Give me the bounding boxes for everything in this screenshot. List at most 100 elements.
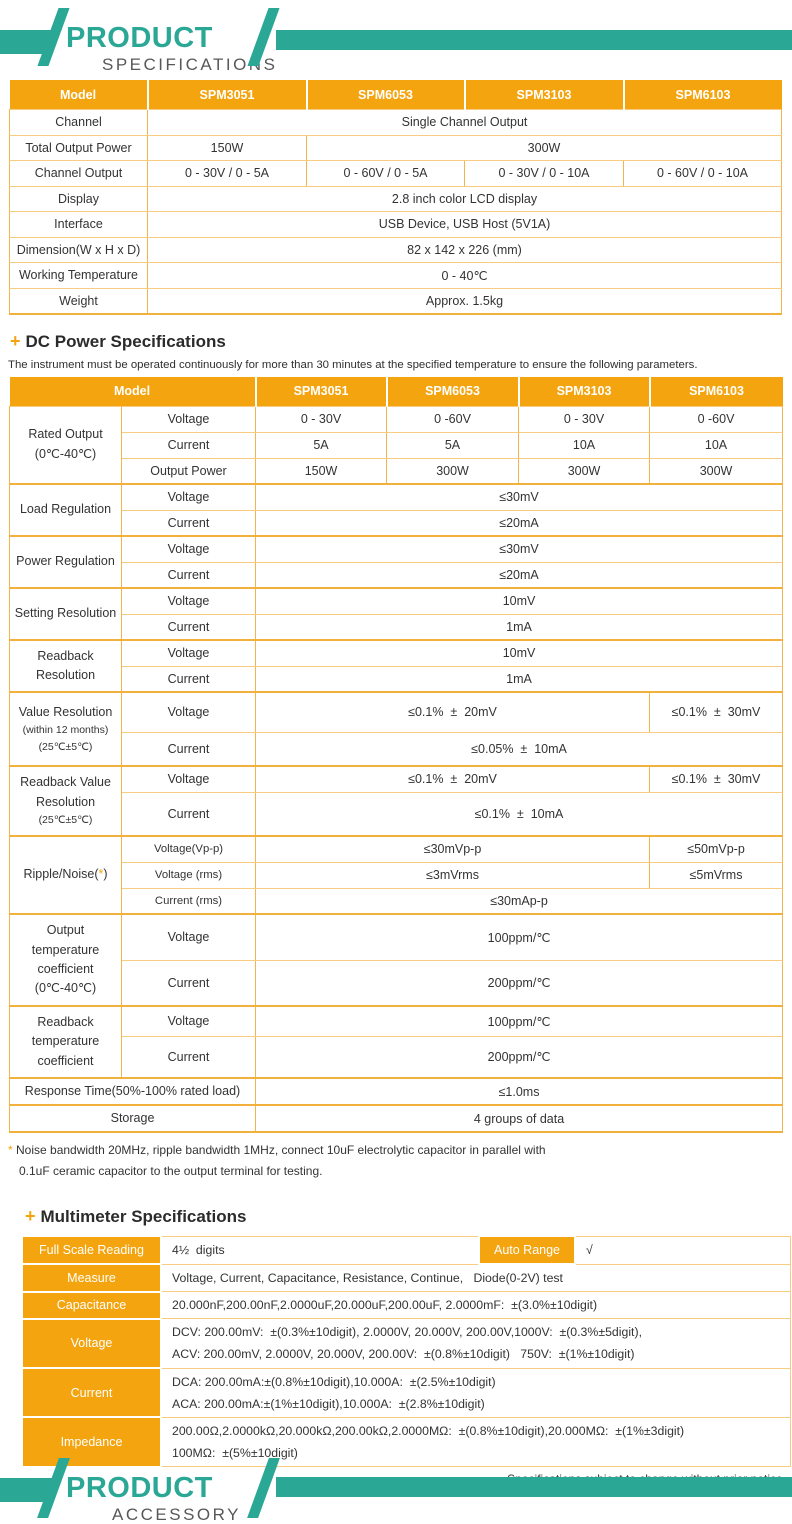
header-row: Model SPM3051 SPM6053 SPM3103 SPM6103 bbox=[9, 80, 782, 110]
spec-cell: 0 -60V bbox=[649, 405, 784, 433]
row-group-label-line: (0℃-40℃) bbox=[34, 981, 97, 996]
row-group-label-line: Resolution bbox=[35, 794, 96, 809]
row-group-label: Setting Resolution bbox=[9, 587, 122, 641]
row-label: Channel Output bbox=[9, 160, 148, 187]
spec-cell: ≤5mVrms bbox=[649, 861, 784, 889]
asterisk-icon: * bbox=[8, 1143, 13, 1157]
spec-cell: ≤0.1% ± 20mV bbox=[255, 765, 651, 793]
row-label: Dimension(W x H x D) bbox=[9, 236, 148, 263]
spec-cell: ≤0.1% ± 20mV bbox=[255, 691, 651, 733]
asterisk-icon: * bbox=[98, 867, 104, 882]
table-row: Output temperature coefficient (0℃-40℃) Volt… bbox=[9, 913, 784, 1007]
column-header: SPM3103 bbox=[463, 80, 625, 110]
dc-table: Model SPM3051 SPM6053 SPM3103 SPM6103 Rated … bbox=[8, 376, 784, 1133]
row-group-label-line: Response Time(50%-100% rated load) bbox=[24, 1083, 241, 1098]
dc-table-head: Model SPM3051 SPM6053 SPM3103 SPM6103 bbox=[9, 376, 783, 406]
row-group-label-line: Rated Output bbox=[28, 427, 103, 442]
table-row: Channel Output 0 - 30V / 0 - 5A 0 - 60V / … bbox=[9, 160, 782, 187]
spec-cell: 200.00Ω,2.0000kΩ,20.000kΩ,200.00kΩ,2.000… bbox=[160, 1416, 791, 1468]
row-group-label-line: Setting Resolution bbox=[14, 606, 117, 621]
row-sub-label: Voltage bbox=[120, 483, 257, 511]
spec-cell-line: ACA: 200.00mA:±(1%±10digit),10.000A: ±(2… bbox=[172, 1396, 485, 1411]
table-row: Output Power 150W 300W 300W 300W bbox=[10, 457, 784, 485]
row-group-label: Response Time(50%-100% rated load) bbox=[8, 1077, 257, 1106]
row-group-label: Output temperature coefficient (0℃-40℃) bbox=[9, 913, 122, 1007]
row-sub-label: Current bbox=[120, 1035, 257, 1079]
footnote-line-1: * Noise bandwidth 20MHz, ripple bandwidt… bbox=[8, 1140, 792, 1161]
column-header: SPM3051 bbox=[146, 80, 308, 110]
row-group-label-line: Readback Value bbox=[20, 775, 111, 790]
teal-stripe-right bbox=[276, 30, 792, 50]
table-row: Total Output Power 150W 300W bbox=[9, 134, 782, 161]
row-sub-label: Voltage bbox=[120, 913, 257, 961]
table-row: Current (rms) ≤30mAp-p bbox=[10, 887, 784, 915]
table-row: Current ≤20mA bbox=[10, 561, 784, 589]
spec-cell: 10A bbox=[518, 431, 651, 459]
row-sub-label: Voltage bbox=[120, 639, 257, 667]
row-label: Weight bbox=[9, 287, 148, 315]
row-group-label: Readback temperature coefficient bbox=[9, 1005, 122, 1079]
spec-cell: ≤30mAp-p bbox=[255, 887, 784, 915]
row-label: Interface bbox=[9, 211, 148, 238]
row-group-label-line: (0℃-40℃) bbox=[34, 446, 97, 461]
row-label: Working Temperature bbox=[9, 262, 148, 289]
row-group-label-line: (within 12 months) bbox=[22, 724, 109, 737]
table-row: Current DCA: 200.00mA:±(0.8%±10digit),10.… bbox=[21, 1366, 791, 1419]
spec-cell: ≤0.05% ± 10mA bbox=[255, 731, 784, 767]
spec-cell: Approx. 1.5kg bbox=[147, 287, 782, 315]
row-group-label-line: Output bbox=[46, 923, 85, 938]
footnote-text-1: Noise bandwidth 20MHz, ripple bandwidth … bbox=[16, 1143, 546, 1157]
plus-icon: + bbox=[10, 330, 21, 351]
row-group-label: Readback Value Resolution (25℃±5℃) bbox=[9, 765, 122, 837]
dc-table-body: Rated Output (0℃-40℃) Voltage 0 - 30V 0 -60V… bbox=[8, 405, 784, 1133]
spec-cell-line: 200.00Ω,2.0000kΩ,20.000kΩ,200.00kΩ,2.000… bbox=[172, 1423, 685, 1438]
dc-note: The instrument must be operated continuo… bbox=[8, 358, 698, 371]
footer-text-block: PRODUCT ACCESSORY bbox=[66, 1472, 241, 1524]
table-row: Response Time(50%-100% rated load) ≤1.0ms bbox=[8, 1077, 784, 1106]
page-footer-banner: PRODUCT ACCESSORY bbox=[0, 1458, 792, 1523]
row-label: Auto Range bbox=[478, 1235, 576, 1265]
row-sub-label: Current bbox=[120, 959, 257, 1007]
spec-cell-line: Voltage, Current, Capacitance, Resistanc… bbox=[172, 1271, 563, 1285]
row-sub-label: Current bbox=[120, 431, 257, 459]
table-row: Impedance 200.00Ω,2.0000kΩ,20.000kΩ,200.0… bbox=[21, 1416, 791, 1468]
spec-cell: 300W bbox=[386, 457, 520, 485]
row-group-label: Storage bbox=[8, 1104, 257, 1133]
table-row: Current ≤0.05% ± 10mA bbox=[10, 731, 784, 767]
spec-cell: 0 - 60V / 0 - 5A bbox=[306, 160, 465, 187]
table-row: Dimension(W x H x D) 82 x 142 x 226 (mm) bbox=[9, 236, 782, 263]
row-sub-label: Current bbox=[120, 509, 257, 537]
spec-cell: 0 -60V bbox=[386, 405, 520, 433]
row-sub-label: Voltage (rms) bbox=[120, 861, 257, 889]
spec-cell: ≤30mVp-p bbox=[255, 835, 651, 863]
footer-title: PRODUCT bbox=[66, 1472, 213, 1504]
spec-cell: 82 x 142 x 226 (mm) bbox=[147, 236, 782, 263]
table-row: Voltage DCV: 200.00mV: ±(0.3%±10digit), 2… bbox=[21, 1317, 791, 1370]
row-label: Measure bbox=[21, 1263, 162, 1293]
footnote-text-2: 0.1uF ceramic capacitor to the output te… bbox=[19, 1164, 323, 1178]
table-row: Setting Resolution Voltage 10mV bbox=[9, 587, 784, 641]
row-label: Impedance bbox=[21, 1416, 162, 1468]
column-header: SPM6053 bbox=[305, 80, 466, 110]
header-row: Model SPM3051 SPM6053 SPM3103 SPM6103 bbox=[9, 376, 783, 406]
spec-cell: 5A bbox=[386, 431, 520, 459]
spec-cell: 10A bbox=[649, 431, 784, 459]
spec-cell: 200ppm/℃ bbox=[255, 1035, 784, 1079]
table-row: Current ≤20mA bbox=[10, 509, 784, 537]
spec-cell: 20.000nF,200.00nF,2.0000uF,20.000uF,200.… bbox=[160, 1291, 791, 1320]
dc-section-heading: + DC Power Specifications bbox=[10, 331, 792, 352]
column-header: SPM6103 bbox=[648, 376, 783, 406]
spec-cell: DCA: 200.00mA:±(0.8%±10digit),10.000A: ±… bbox=[160, 1367, 791, 1418]
spec-cell: 150W bbox=[147, 134, 307, 161]
spec-cell: ≤0.1% ± 30mV bbox=[649, 691, 784, 733]
spec-cell: √ bbox=[574, 1235, 791, 1265]
spec-cell: 0 - 30V / 0 - 5A bbox=[147, 160, 307, 187]
dc-footnote: * Noise bandwidth 20MHz, ripple bandwidt… bbox=[8, 1140, 792, 1182]
spec-cell: ≤30mV bbox=[255, 535, 784, 563]
header-subtitle: SPECIFICATIONS bbox=[102, 55, 278, 74]
column-header: SPM6053 bbox=[385, 376, 520, 406]
row-group-label-line: Storage bbox=[110, 1110, 155, 1125]
spec-cell: 300W bbox=[518, 457, 651, 485]
table-row: Current 5A 5A 10A 10A bbox=[10, 431, 784, 459]
row-group-label: Ripple/Noise(*) bbox=[9, 835, 122, 915]
